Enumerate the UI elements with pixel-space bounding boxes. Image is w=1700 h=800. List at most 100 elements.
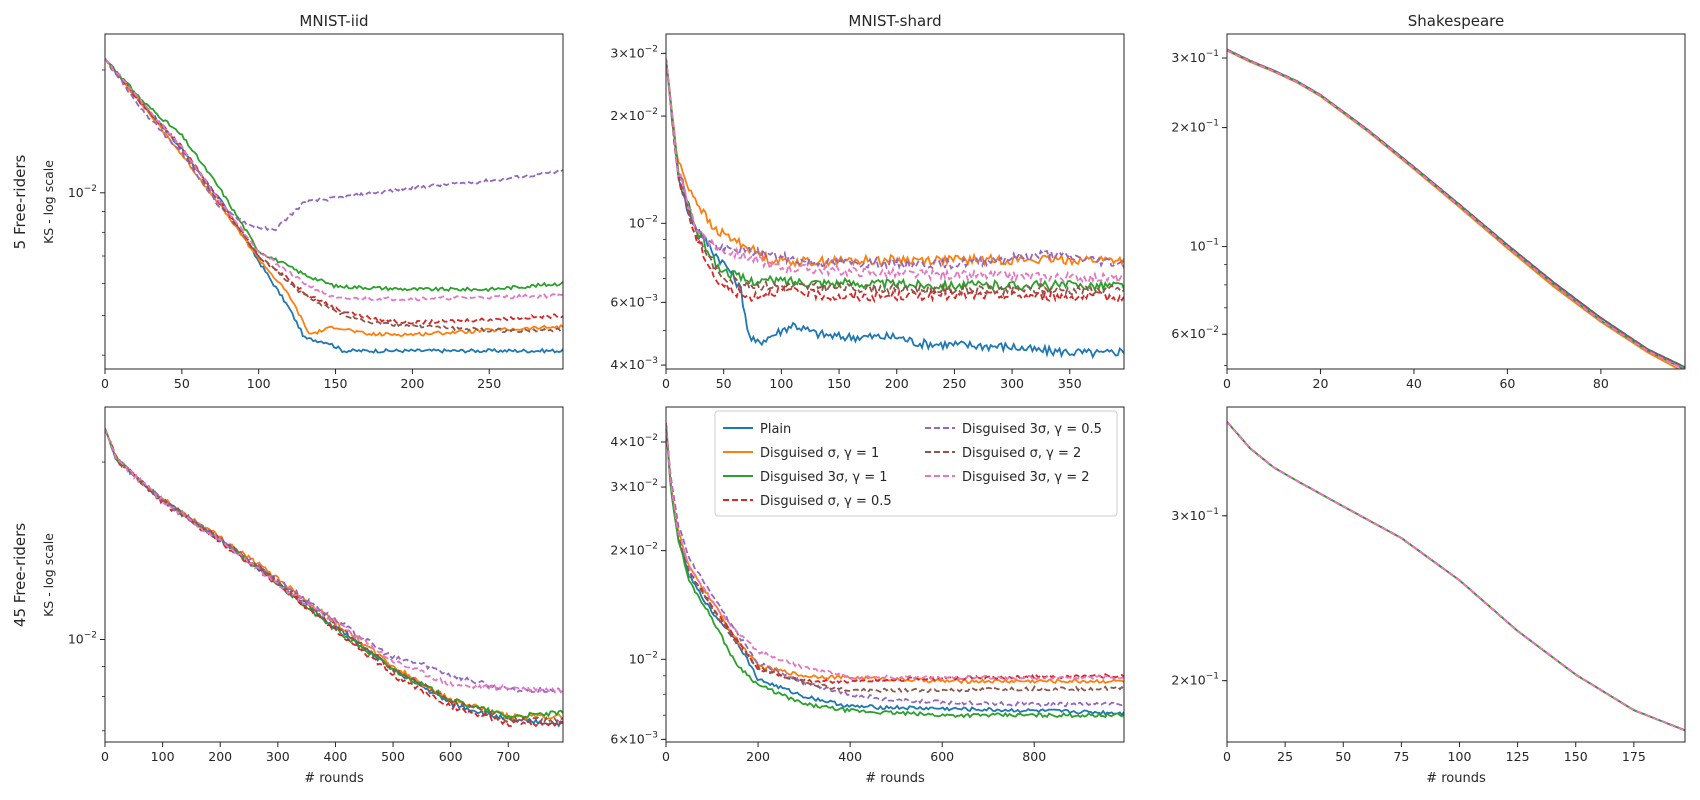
- y-tick-label: 2×10−2: [610, 542, 658, 558]
- x-tick-label: 100: [769, 376, 793, 391]
- legend: Plain Disguised σ, γ = 1 Disguised 3σ, γ…: [714, 410, 1118, 517]
- row-label-bottom: 45 Free-riders: [11, 523, 29, 627]
- x-tick-label: 100: [151, 749, 175, 764]
- y-tick-label: 3×10−1: [1171, 49, 1219, 65]
- series-line: [105, 428, 563, 725]
- x-tick-label: 200: [400, 376, 424, 391]
- x-tick-label: 700: [496, 749, 520, 764]
- x-tick-label: 200: [208, 749, 232, 764]
- x-tick-label: 50: [1335, 749, 1351, 764]
- series-line: [105, 58, 563, 293]
- y-tick-label: 6×10−3: [610, 730, 658, 746]
- x-tick-label: 350: [1058, 376, 1082, 391]
- x-tick-label: 600: [930, 749, 954, 764]
- series-line: [105, 428, 563, 728]
- legend-frame: [714, 410, 1118, 517]
- x-tick-label: 125: [1506, 749, 1530, 764]
- x-tick-label: 300: [1000, 376, 1024, 391]
- x-tick-label: 50: [716, 376, 732, 391]
- series-line: [666, 58, 1124, 298]
- axes-frame: [665, 406, 1125, 743]
- y-tick-label: 6×10−3: [610, 293, 658, 309]
- y-tick-label: 10−2: [629, 214, 658, 230]
- legend-entry-disguised-sigma-gamma-1: Disguised σ, γ = 1: [723, 446, 879, 461]
- x-tick-label: 150: [1564, 749, 1588, 764]
- legend-label: Disguised 3σ, γ = 1: [760, 470, 888, 485]
- x-tick-label: 200: [746, 749, 770, 764]
- legend-label: Disguised σ, γ = 1: [760, 446, 879, 461]
- series-line: [105, 428, 563, 721]
- panel-0: 0 50 100 150 200 250 10−2: [68, 33, 564, 391]
- series-lines: [105, 58, 563, 355]
- series-lines: [666, 423, 1124, 719]
- axes-frame: [104, 33, 564, 370]
- series-lines: [105, 428, 563, 728]
- series-line: [105, 58, 563, 326]
- y-tick-label: 10−1: [1190, 238, 1219, 254]
- x-tick-label: 600: [439, 749, 463, 764]
- legend-label: Plain: [760, 422, 791, 437]
- x-tick-label: 20: [1313, 376, 1329, 391]
- y-tick-label: 10−2: [68, 630, 97, 646]
- panel-title-shakespeare: Shakespeare: [1408, 12, 1504, 30]
- x-tick-label: 40: [1406, 376, 1422, 391]
- x-tick-label: 250: [942, 376, 966, 391]
- series-line: [1227, 49, 1685, 369]
- series-line: [1227, 421, 1685, 732]
- series-line: [666, 58, 1124, 285]
- x-tick-label: 0: [101, 749, 109, 764]
- xlabel-col2: # rounds: [865, 771, 925, 786]
- axes-frame: [1226, 406, 1686, 743]
- panel-1: 0 50 100 150 200 250 300 350 4×10−3 6×10−3 10−2 2×1…: [610, 33, 1125, 391]
- axes-frame: [1226, 33, 1686, 370]
- panel-4: 0 200 400 600 800 6×10−3 10−2 2×10−2 3×10−2 4×10−…: [610, 406, 1125, 764]
- series-line: [666, 58, 1124, 360]
- x-tick-label: 0: [1223, 749, 1231, 764]
- x-tick-label: 80: [1593, 376, 1609, 391]
- x-tick-label: 25: [1277, 749, 1293, 764]
- panel-title-mnist-iid: MNIST-iid: [299, 12, 368, 30]
- series-line: [666, 423, 1124, 694]
- x-tick-label: 175: [1622, 749, 1646, 764]
- x-tick-label: 500: [381, 749, 405, 764]
- series-line: [105, 428, 563, 728]
- y-tick-label: 2×10−1: [1171, 119, 1219, 135]
- legend-label: Disguised σ, γ = 0.5: [760, 494, 892, 509]
- series-line: [1227, 49, 1685, 369]
- series-line: [666, 58, 1124, 269]
- series-line: [105, 58, 563, 334]
- panel-3: 0 100 200 300 400 500 600 700 10−2: [68, 406, 564, 764]
- series-line: [105, 58, 563, 338]
- legend-entry-disguised-sigma-gamma-0.5: Disguised σ, γ = 0.5: [723, 494, 892, 509]
- panel-title-mnist-shard: MNIST-shard: [848, 12, 941, 30]
- panel-2: 0 20 40 60 80 6×10−2 10−1 2×10−1 3×10−1: [1171, 33, 1686, 391]
- series-line: [1227, 48, 1685, 369]
- x-tick-label: 75: [1393, 749, 1409, 764]
- y-tick-label: 6×10−2: [1171, 325, 1219, 341]
- y-tick-label: 4×10−3: [610, 356, 658, 372]
- x-tick-label: 200: [885, 376, 909, 391]
- series-line: [666, 423, 1124, 716]
- x-tick-label: 0: [662, 376, 670, 391]
- series-line: [666, 423, 1124, 681]
- x-tick-label: 100: [1448, 749, 1472, 764]
- legend-entry-plain: Plain: [723, 422, 791, 437]
- panel-5: 0 25 50 75 100 125 150 175 2×10−1 3×10−1: [1171, 406, 1686, 764]
- y-tick-label: 4×10−2: [610, 433, 658, 449]
- series-lines: [1227, 48, 1685, 369]
- x-tick-label: 60: [1499, 376, 1515, 391]
- legend-entry-disguised-3sigma-gamma-2: Disguised 3σ, γ = 2: [925, 470, 1090, 485]
- legend-entry-disguised-3sigma-gamma-0.5: Disguised 3σ, γ = 0.5: [925, 422, 1102, 437]
- series-line: [1227, 49, 1685, 369]
- series-line: [1227, 421, 1685, 732]
- legend-label: Disguised 3σ, γ = 2: [962, 470, 1090, 485]
- series-line: [1227, 421, 1685, 732]
- series-line: [1227, 421, 1685, 732]
- series-lines: [1227, 421, 1685, 732]
- series-line: [105, 428, 563, 694]
- y-tick-label: 3×10−2: [610, 478, 658, 494]
- xlabel-col3: # rounds: [1426, 771, 1486, 786]
- legend-label: Disguised 3σ, γ = 0.5: [962, 422, 1102, 437]
- y-tick-label: 10−2: [629, 650, 658, 666]
